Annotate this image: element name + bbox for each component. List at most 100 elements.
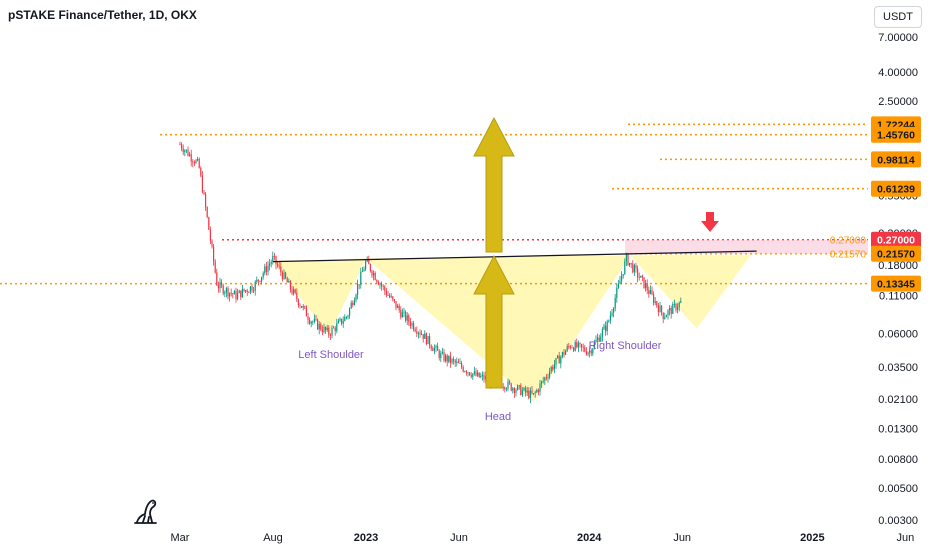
candle-body [629, 262, 631, 266]
candle-body [305, 307, 307, 317]
candle-body [382, 286, 384, 287]
candle-body [502, 387, 504, 388]
candle-body [307, 316, 309, 320]
candle-body [318, 324, 320, 330]
candle-body [421, 334, 423, 336]
candle-body [278, 265, 280, 267]
candle-body [304, 306, 306, 308]
y-tick-label: 0.02100 [878, 394, 918, 406]
candle-body [638, 277, 640, 278]
candle-body [192, 161, 194, 163]
candle-body [211, 240, 213, 247]
candle-body [390, 296, 392, 298]
candle-body [456, 361, 458, 363]
candle-body [640, 275, 642, 278]
candle-body [389, 295, 391, 298]
candle-body [371, 270, 373, 276]
candle-body [331, 327, 333, 336]
candle-body [203, 192, 205, 194]
candle-body [341, 318, 343, 324]
candle-body [651, 289, 653, 295]
candle-body [208, 217, 210, 230]
candle-body [409, 321, 411, 326]
candle-body [406, 315, 408, 321]
candle-body [337, 320, 339, 324]
candle-body [339, 318, 341, 321]
candle-body [510, 383, 512, 391]
candle-body [411, 323, 413, 326]
candle-body [449, 355, 451, 363]
candle-body [569, 346, 571, 348]
candle-body [566, 346, 568, 351]
candle-body [563, 352, 565, 355]
candle-body [613, 308, 615, 313]
price-badges: 0.270000.215701.722441.457600.981140.612… [830, 116, 921, 292]
candle-body [352, 302, 354, 306]
candle-body [429, 336, 431, 346]
side-price-label: 0.27000 [830, 236, 867, 247]
right-shoulder-fill [630, 255, 751, 329]
candle-body [206, 207, 208, 218]
candle-body [350, 302, 352, 309]
candle-body [232, 293, 234, 295]
candle-body [249, 286, 251, 293]
candle-body [592, 348, 594, 354]
candle-body [387, 295, 389, 296]
candle-body [483, 374, 485, 380]
candle-body [293, 289, 295, 294]
candle-body [550, 367, 552, 372]
resistance-zone [625, 239, 868, 254]
candle-body [240, 290, 242, 298]
candle-body [545, 377, 547, 379]
candle-body [257, 279, 259, 281]
candle-body [443, 352, 445, 361]
candle-body [365, 261, 367, 270]
candle-body [603, 325, 605, 330]
candle-body [547, 377, 549, 379]
currency-button[interactable]: USDT [874, 6, 922, 28]
candle-body [568, 346, 570, 348]
candle-body [200, 167, 202, 176]
candle-body [254, 281, 256, 291]
candle-body [453, 359, 455, 361]
candle-body [227, 288, 229, 297]
candle-body [205, 193, 207, 208]
candle-body [459, 363, 461, 364]
candle-body [363, 269, 365, 272]
candle-body [649, 289, 651, 294]
candle-body [214, 261, 216, 273]
candle-body [182, 148, 184, 153]
candle-body [597, 337, 599, 340]
candle-body [632, 263, 634, 273]
candle-body [184, 150, 186, 153]
tradingview-dino-logo-icon[interactable] [134, 496, 160, 526]
target-arrow-up [473, 116, 515, 253]
price-badge-label: 0.21570 [877, 249, 915, 261]
candle-body [217, 285, 219, 289]
candle-body [265, 266, 267, 272]
candle-body [344, 316, 346, 322]
candle-body [528, 390, 530, 399]
candle-body [627, 253, 629, 266]
candle-body [587, 352, 589, 355]
candle-body [427, 336, 429, 344]
candle-body [662, 312, 664, 319]
candle-body [457, 361, 459, 364]
candle-body [385, 290, 387, 296]
candle-body [349, 308, 351, 316]
candle-body [357, 284, 359, 295]
candle-body [317, 319, 319, 330]
candle-body [321, 329, 323, 333]
candle-body [225, 288, 227, 293]
candle-body [544, 377, 546, 381]
candle-body [505, 388, 507, 390]
measured-move-arrow [473, 254, 515, 389]
candle-body [664, 317, 666, 319]
candle-body [376, 280, 378, 282]
candle-body [366, 259, 368, 262]
candle-body [392, 296, 394, 300]
candle-body [345, 316, 347, 318]
candle-body [438, 350, 440, 359]
candle-body [669, 308, 671, 311]
candle-body [297, 299, 299, 306]
